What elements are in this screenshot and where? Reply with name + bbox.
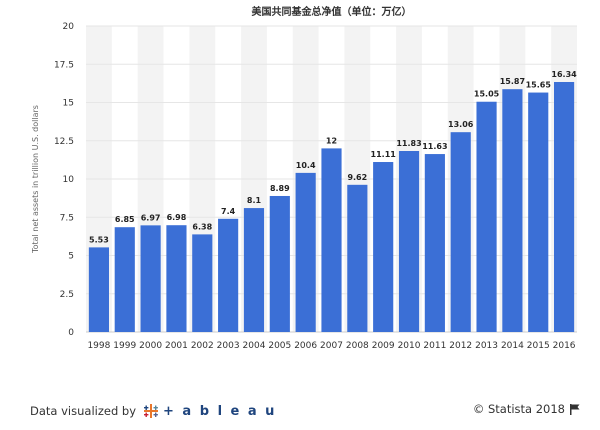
x-tick-label: 2011 (423, 341, 446, 351)
flag-icon (570, 403, 580, 415)
x-tick-label: 2001 (165, 341, 188, 351)
bars (88, 81, 575, 333)
x-tick-label: 2009 (372, 341, 395, 351)
x-tick-label: 2007 (320, 341, 343, 351)
x-tick-labels: 1998 1999 2000 2001 2002 2003 2004 2005 2006 2007… (87, 341, 575, 351)
data-label: 15.05 (474, 90, 500, 99)
statista-credit[interactable]: © Statista 2018 (473, 402, 580, 416)
bar (424, 154, 445, 332)
data-labels: 5.53 6.85 6.97 6.98 6.38 7.4 8.1 8.89 10.4 12 9.62… (89, 70, 577, 244)
x-tick-label: 2012 (449, 341, 472, 351)
y-axis-title: Total net assets in trillion U.S. dollar… (31, 105, 40, 254)
data-label: 13.06 (448, 120, 474, 129)
bar (528, 92, 549, 333)
data-label: 5.53 (89, 235, 109, 244)
footer: Data visualized by + a b l e a u © Stati… (0, 396, 600, 424)
bar (373, 162, 394, 332)
y-tick-label: 10 (63, 175, 75, 185)
bar (321, 148, 342, 332)
bar (88, 247, 109, 332)
x-tick-label: 2010 (398, 341, 421, 351)
bar (269, 195, 290, 332)
x-tick-label: 2014 (501, 341, 524, 351)
bar (114, 227, 135, 332)
x-tick-label: 2004 (243, 341, 266, 351)
bar (502, 89, 523, 333)
bar (554, 81, 575, 332)
x-tick-label: 2005 (268, 341, 291, 351)
bottom-strip (0, 424, 600, 430)
data-label: 6.38 (192, 222, 212, 231)
data-label: 8.89 (270, 184, 290, 193)
y-tick-labels: 0 2.5 5 7.5 10 12.5 15 17.5 20 (54, 22, 74, 338)
x-tick-label: 2013 (475, 341, 498, 351)
x-tick-label: 2003 (217, 341, 240, 351)
data-label: 12 (326, 136, 337, 145)
data-label: 6.85 (115, 215, 135, 224)
tableau-logo-icon (142, 402, 160, 420)
data-label: 10.4 (296, 161, 316, 170)
data-label: 7.4 (221, 207, 236, 216)
data-label: 6.98 (167, 213, 187, 222)
x-tick-label: 1999 (113, 341, 136, 351)
copyright-text: © Statista 2018 (472, 402, 565, 416)
bar (476, 101, 497, 332)
bar (140, 225, 161, 332)
x-tick-label: 2015 (527, 341, 550, 351)
x-tick-label: 2002 (191, 341, 214, 351)
tableau-attribution[interactable]: Data visualized by + a b l e a u (30, 402, 276, 420)
y-tick-label: 5 (68, 252, 74, 262)
y-tick-label: 15 (63, 99, 74, 109)
bar (450, 132, 471, 332)
visualized-by-text: Data visualized by (30, 404, 137, 418)
bar (166, 225, 187, 332)
bar (218, 218, 239, 332)
chart: 美国共同基金总净值（单位：万亿） 02.557.51012.51517.520 … (31, 5, 577, 351)
y-tick-label: 7.5 (60, 213, 74, 223)
y-tick-label: 12.5 (54, 137, 74, 147)
y-tick-label: 0 (68, 328, 74, 338)
chart-title: 美国共同基金总净值（单位：万亿） (252, 5, 412, 18)
x-tick-label: 2006 (294, 341, 317, 351)
bar (347, 184, 368, 332)
tableau-wordmark: + a b l e a u (163, 403, 277, 419)
bar (398, 151, 420, 332)
data-label: 11.63 (422, 142, 447, 151)
y-tick-label: 2.5 (60, 290, 74, 300)
y-tick-label: 17.5 (54, 60, 74, 70)
data-label: 11.11 (371, 150, 397, 159)
data-label: 8.1 (247, 196, 262, 205)
x-tick-label: 2016 (553, 341, 576, 351)
data-label: 15.87 (500, 77, 525, 86)
data-label: 6.97 (141, 213, 161, 222)
bar (295, 172, 316, 332)
x-tick-label: 2008 (346, 341, 369, 351)
y-tick-label: 20 (63, 22, 75, 32)
data-label: 11.83 (396, 139, 421, 148)
x-tick-label: 1998 (87, 341, 110, 351)
bar (243, 208, 265, 332)
x-tick-label: 2000 (139, 341, 162, 351)
data-label: 16.34 (551, 70, 577, 79)
data-label: 15.65 (526, 81, 552, 90)
bar (192, 234, 213, 332)
data-label: 9.62 (347, 173, 367, 182)
